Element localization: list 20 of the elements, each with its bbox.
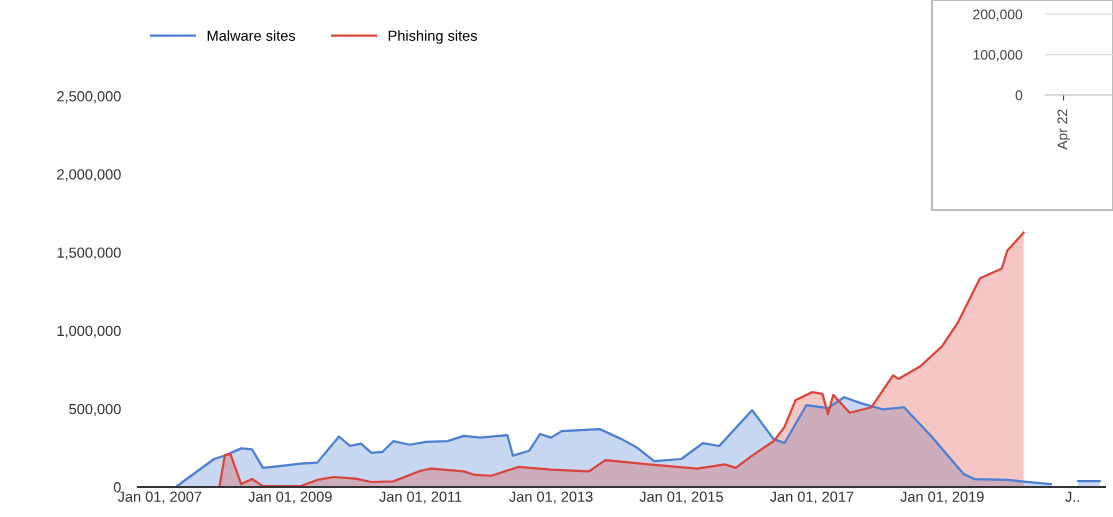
y-tick-label: 0 [1015, 90, 1023, 101]
x-tick-label: Jan 01, 2011 [379, 491, 462, 504]
y-tick-label: 500,000 [69, 403, 121, 416]
y-tick-label: 2,000,000 [57, 169, 121, 182]
x-tick-label: Jan 01, 2019 [900, 491, 984, 504]
y-tick-label: 1,000,000 [57, 325, 121, 338]
legend-label: Phishing sites [388, 30, 478, 44]
x-tick-label: Jan 01, 2017 [769, 491, 854, 504]
x-tick-label: Jan 01, 2007 [117, 491, 202, 504]
y-tick-label: 0 [113, 482, 121, 493]
y-tick-label: 1,500,000 [57, 247, 121, 260]
y-tick-label: 200,000 [973, 9, 1023, 21]
legend-label: Malware sites [207, 30, 296, 41]
x-tick-label: Jan 01, 2009 [248, 491, 332, 504]
x-tick-label: J.. [1065, 491, 1080, 502]
y-tick-label: 2,500,000 [57, 91, 121, 104]
x-tick-label: Jan 01, 2015 [639, 491, 723, 504]
x-tick-label: Jan 01, 2013 [509, 491, 593, 504]
x-tick-label: Apr 22 [1057, 109, 1071, 150]
y-tick-label: 100,000 [973, 49, 1023, 62]
